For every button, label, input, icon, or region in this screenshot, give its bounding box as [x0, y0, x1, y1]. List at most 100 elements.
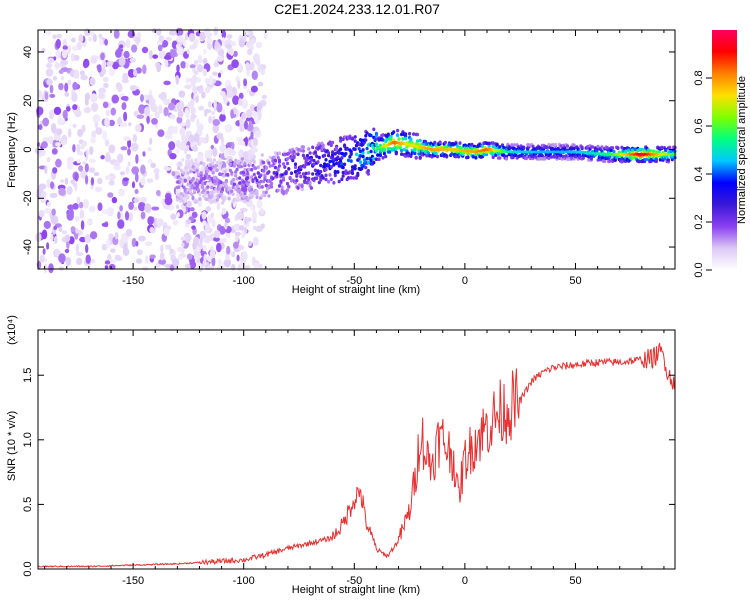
- spectrogram-cell: [238, 92, 244, 100]
- spectrogram-cell: [665, 155, 669, 160]
- spectrogram-cell: [151, 206, 160, 211]
- spectrogram-cell: [151, 28, 158, 34]
- spectrogram-cell: [246, 182, 250, 187]
- spectrogram-cell: [36, 260, 42, 269]
- spectrogram-cell: [90, 177, 95, 186]
- spectrogram-cell: [121, 102, 127, 111]
- spectrogram-cell: [177, 185, 181, 189]
- spectrogram-cell: [223, 149, 229, 159]
- colorbar-title: Normalized spectral amplitude: [736, 76, 748, 224]
- spectrogram-cell: [169, 264, 175, 272]
- spectrogram-cell: [312, 162, 316, 167]
- snr-y-tick-label: 0.5: [22, 497, 34, 512]
- spectrogram-cell: [249, 43, 253, 48]
- spectrogram-cell: [144, 241, 153, 247]
- spectrogram-cell: [236, 211, 244, 220]
- spectrogram-cell: [186, 145, 190, 152]
- spectrogram-cell: [246, 217, 252, 222]
- spectrogram-cell: [48, 109, 55, 120]
- spectrogram-cell: [171, 171, 176, 177]
- snr-y-axis-title: SNR (10 * v/v): [6, 411, 18, 481]
- spectrogram-cell: [110, 107, 117, 116]
- spectrogram-cell: [458, 141, 462, 145]
- spectrogram-cell: [194, 181, 198, 185]
- spectrogram-y-tick-label: -40: [22, 239, 34, 255]
- spectrogram-cell: [504, 157, 509, 161]
- spectrogram-cell: [241, 99, 249, 110]
- spectrogram-cell: [158, 259, 167, 265]
- spectrogram-cell: [263, 30, 268, 40]
- spectrogram-cell: [612, 149, 616, 154]
- spectrogram-cell: [148, 49, 153, 60]
- spectrogram-cell: [547, 143, 551, 147]
- spectrogram-cell: [255, 178, 259, 183]
- spectrogram-y-tick-label: 40: [22, 46, 34, 58]
- spectrogram-cell: [305, 157, 309, 161]
- spectrogram-cell: [58, 69, 64, 75]
- spectrogram-cell: [142, 151, 146, 157]
- spectrogram-cell: [206, 185, 210, 189]
- spectrogram-cell: [323, 165, 327, 169]
- spectrogram-cell: [188, 211, 192, 217]
- spectrogram-cell: [364, 138, 368, 142]
- spectrogram-cell: [572, 146, 576, 151]
- spectrogram-cell: [123, 136, 131, 141]
- spectrogram-cell: [276, 188, 280, 193]
- spectrogram-cell: [73, 69, 80, 79]
- spectrogram-cell: [299, 165, 303, 169]
- spectrogram-cell: [176, 46, 183, 56]
- spectrogram-cell: [471, 154, 475, 159]
- spectrogram-cell: [77, 128, 84, 138]
- spectrogram-cell: [246, 171, 250, 176]
- spectrogram-cell: [97, 177, 103, 185]
- spectrogram-cell: [305, 153, 309, 158]
- spectrogram-cell: [190, 192, 194, 197]
- spectrogram-y-tick-label: -20: [22, 190, 34, 206]
- spectrogram-cell: [147, 158, 153, 164]
- spectrogram-cell: [138, 104, 146, 114]
- spectrogram-cell: [474, 156, 478, 160]
- spectrogram-cell: [184, 107, 189, 117]
- spectrogram-cell: [235, 184, 239, 188]
- spectrogram-cell: [332, 157, 336, 161]
- spectrogram-cell: [168, 141, 176, 151]
- spectrogram-cell: [182, 171, 186, 175]
- spectrogram-cell: [240, 255, 247, 265]
- spectrogram-cell: [215, 168, 219, 172]
- spectrogram-cell: [277, 164, 282, 168]
- spectrogram-cell: [242, 180, 246, 184]
- spectrogram-cell: [339, 136, 343, 140]
- spectrogram-cell: [435, 154, 440, 159]
- spectrogram-cell: [108, 263, 116, 270]
- spectrogram-cell: [90, 31, 95, 37]
- spectrogram-cell: [226, 172, 230, 177]
- spectrogram-cell: [176, 212, 180, 218]
- spectrogram-cell: [177, 255, 183, 261]
- spectrogram-cell: [210, 200, 214, 204]
- spectrogram-cell: [198, 193, 202, 197]
- spectrogram-cell: [392, 130, 396, 134]
- spectrogram-cell: [155, 189, 161, 197]
- spectrogram-cell: [353, 139, 357, 143]
- spectrogram-cell: [224, 184, 228, 188]
- spectrogram-cell: [240, 157, 244, 161]
- spectrogram-cell: [232, 164, 236, 168]
- spectrogram-cell: [285, 161, 290, 166]
- spectrogram-cell: [333, 173, 337, 178]
- spectrogram-cell: [316, 160, 320, 164]
- spectrogram-cell: [551, 147, 555, 151]
- spectrogram-cell: [315, 176, 319, 181]
- spectrogram-cell: [223, 169, 227, 174]
- spectrogram-cell: [596, 144, 600, 149]
- spectrogram-cell: [224, 123, 233, 133]
- spectrogram-cell: [204, 86, 211, 94]
- spectrogram-cell: [189, 98, 195, 109]
- spectrogram-cell: [327, 180, 331, 184]
- spectrogram-cell: [299, 174, 303, 179]
- spectrogram-cell: [131, 166, 140, 175]
- spectrogram-cell: [108, 180, 115, 186]
- spectrogram-cell: [201, 91, 206, 99]
- colorbar-tick-label: 0.2: [693, 214, 705, 229]
- spectrogram-cell: [522, 145, 526, 150]
- spectrogram-cell: [179, 127, 186, 137]
